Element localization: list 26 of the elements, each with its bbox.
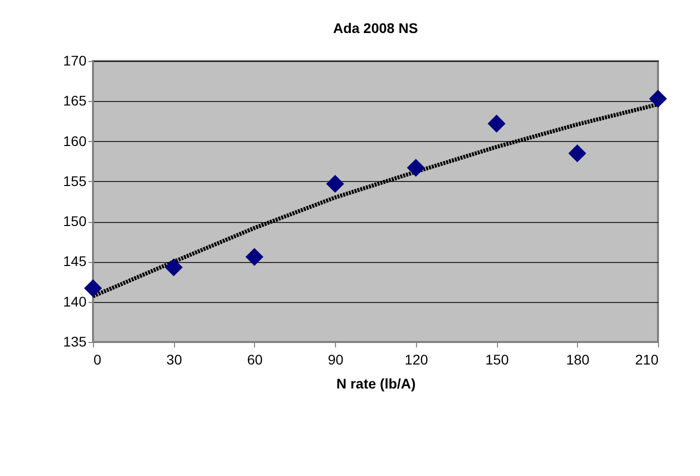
y-tick-label: 160 [63,132,87,149]
x-tick-label: 120 [404,352,428,368]
y-tick-label: 145 [63,253,87,270]
x-tick-label: 60 [247,352,263,368]
point [568,144,586,162]
y-tick-label: 135 [63,334,87,350]
point [84,279,102,298]
y-tick-label: 170 [63,52,87,68]
x-tick-label: 180 [566,352,590,368]
point [164,258,183,276]
x-tick-label: 30 [166,352,182,368]
point [649,90,667,108]
point [326,174,344,193]
y-tick-label: 155 [63,172,87,189]
point [488,114,506,133]
y-tick-label: 140 [63,293,87,310]
point [245,248,264,266]
y-tick-label: 150 [63,213,87,230]
point [406,158,425,177]
x-axis-title: N rate (lb/A) [336,376,416,392]
x-tick-label: 90 [328,352,344,368]
x-tick-label: 0 [94,352,102,368]
x-tick-label: 150 [485,352,509,368]
chart-title: Ada 2008 NS [333,20,418,36]
x-tick-label: 210 [635,352,659,368]
y-tick-label: 165 [63,92,87,109]
